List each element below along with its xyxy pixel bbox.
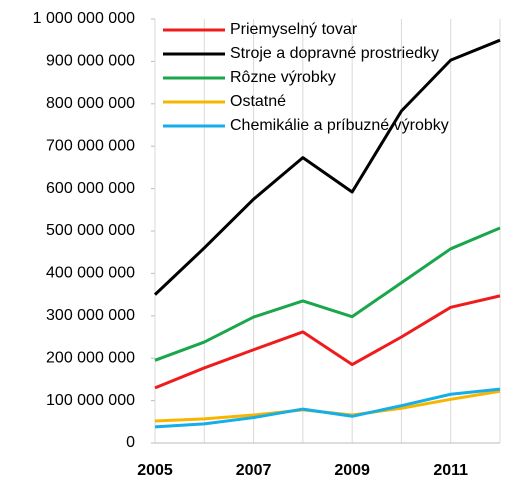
- legend-label: Ostatné: [230, 93, 286, 110]
- y-tick-label: 500 000 000: [46, 222, 135, 239]
- legend-label: Stroje a dopravné prostriedky: [230, 45, 439, 62]
- y-tick-label: 0: [126, 434, 135, 451]
- x-tick-label: 2011: [433, 462, 468, 479]
- y-tick-label: 400 000 000: [46, 265, 135, 282]
- y-tick-label: 900 000 000: [46, 53, 135, 70]
- line: [154, 294, 501, 390]
- y-tick-label: 300 000 000: [46, 307, 135, 324]
- line: [154, 387, 501, 429]
- legend-label: Rôzne výrobky: [230, 69, 336, 86]
- y-tick-label: 700 000 000: [46, 137, 135, 154]
- x-tick-label: 2009: [334, 462, 370, 479]
- legend-label: Priemyselný tovar: [230, 21, 358, 38]
- y-tick-label: 100 000 000: [46, 392, 135, 409]
- y-tick-label: 200 000 000: [46, 349, 135, 366]
- legend-label: Chemikálie a príbuzné výrobky: [230, 117, 449, 134]
- line: [153, 38, 501, 296]
- y-tick-label: 600 000 000: [46, 180, 135, 197]
- y-tick-label: 1 000 000 000: [33, 10, 135, 27]
- x-tick-label: 2007: [236, 462, 272, 479]
- y-tick-label: 800 000 000: [46, 95, 135, 112]
- x-tick-label: 2005: [137, 462, 173, 479]
- line: [154, 226, 501, 362]
